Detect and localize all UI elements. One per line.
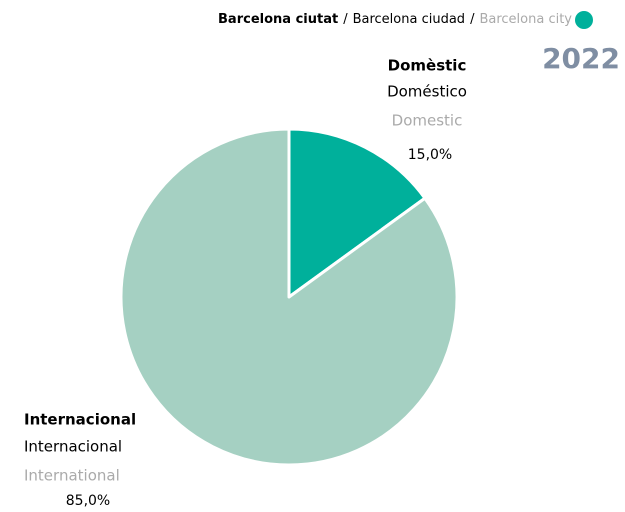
label-ca: Domèstic	[388, 57, 467, 75]
pie-slice	[287, 127, 427, 299]
value-label: 15,0%	[408, 147, 452, 163]
value-label: 85,0%	[66, 493, 110, 509]
header-es: Barcelona ciudad	[353, 12, 465, 27]
label-en: Domestic	[392, 112, 463, 130]
header-en: Barcelona city	[479, 12, 572, 27]
header-ca: Barcelona ciutat	[218, 12, 338, 27]
label-es: Doméstico	[387, 83, 467, 101]
header: Barcelona ciutat / Barcelona ciudad / Barcel…	[218, 12, 572, 27]
label-es: Internacional	[24, 438, 122, 456]
city-marker	[575, 11, 593, 29]
separator: /	[470, 12, 475, 27]
label-ca: Internacional	[24, 411, 136, 429]
pie-slice	[119, 127, 459, 467]
year: 2022	[542, 42, 620, 75]
label-en: International	[24, 467, 120, 485]
separator: /	[343, 12, 348, 27]
